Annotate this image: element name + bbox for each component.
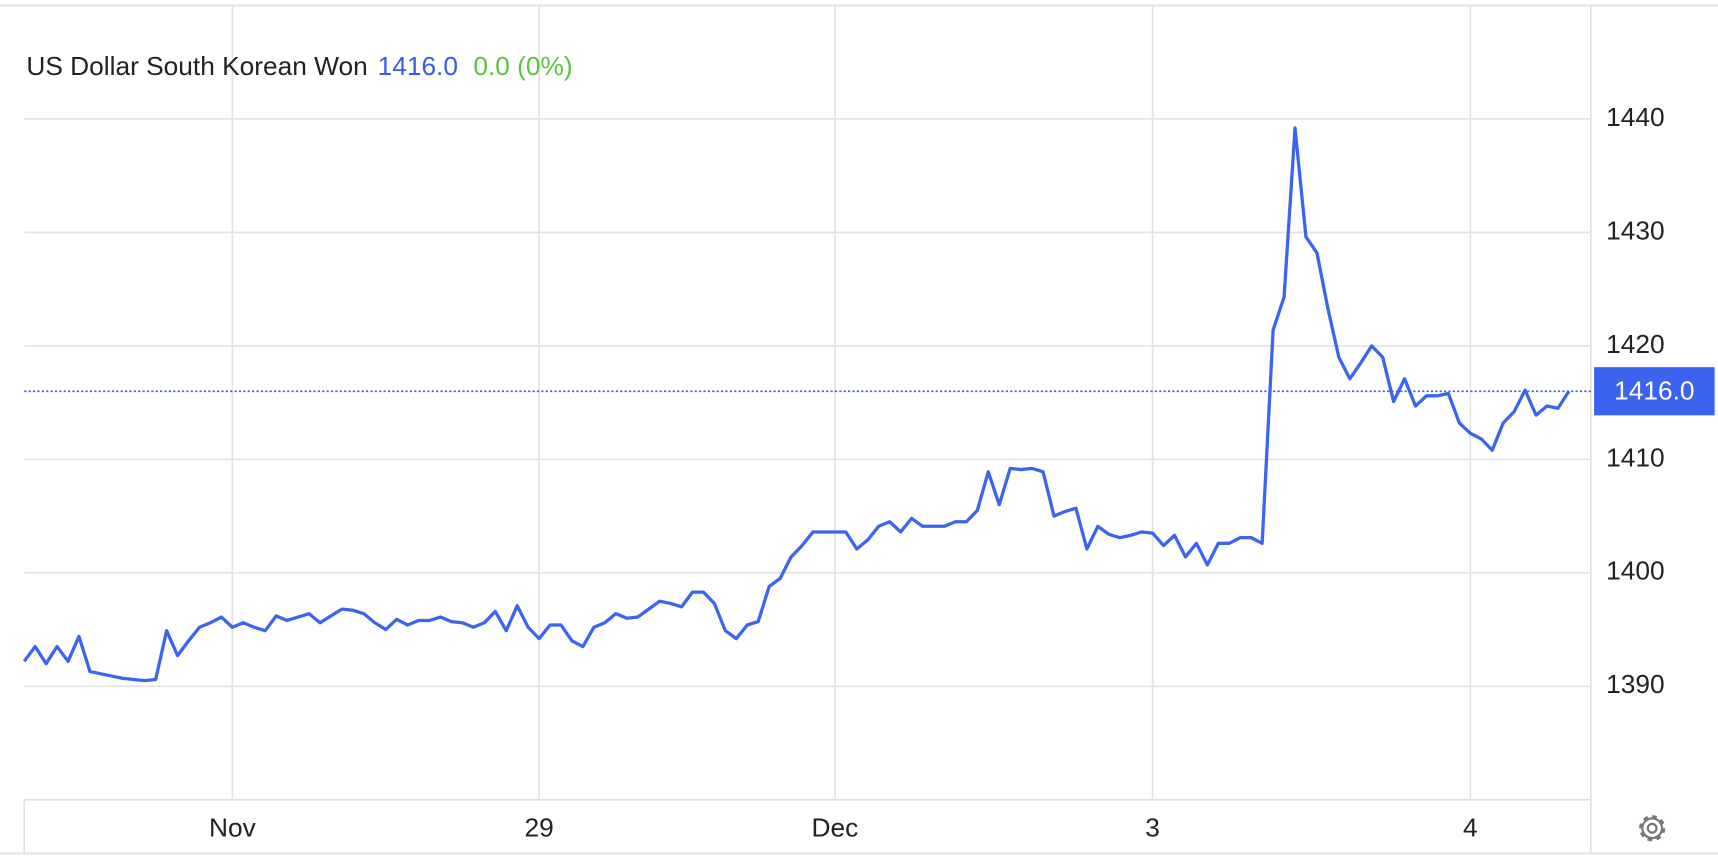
y-tick-label: 1440 [1606,102,1664,132]
price-line [22,126,1571,683]
x-tick-label: Nov [209,812,257,842]
y-tick-label: 1420 [1606,329,1664,359]
header: US Dollar South Korean Won 1416.0 0.0 (0%) [26,51,572,81]
grid [24,5,1591,800]
last-price-label: 1416.0 [1614,375,1694,405]
settings-icon[interactable] [1639,815,1666,842]
header-change: 0.0 (0%) [473,51,572,81]
x-tick-label: 29 [524,812,553,842]
chart-title: US Dollar South Korean Won [26,51,367,81]
plot: 1390 1400 1410 1420 1430 1440 Nov 29 Dec 3 4 1416.0 [22,102,1715,842]
x-tick-label: 3 [1145,812,1160,842]
y-tick-label: 1400 [1606,556,1664,586]
y-tick-label: 1390 [1606,669,1664,699]
x-tick-label: 4 [1463,812,1478,842]
y-tick-label: 1430 [1606,215,1664,245]
x-tick-label: Dec [812,812,859,842]
last-price-badge [1594,367,1715,416]
y-tick-label: 1410 [1606,442,1664,472]
header-price: 1416.0 [378,51,458,81]
